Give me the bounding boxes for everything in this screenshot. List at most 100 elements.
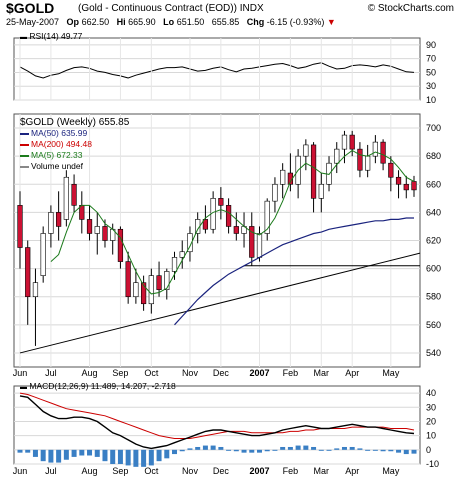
month-label: Mar	[314, 466, 330, 476]
quote-line: 25-May-2007 Op 662.50 Hi 665.90 Lo 651.5…	[6, 17, 336, 27]
macd-histogram-bar	[40, 449, 46, 462]
ma5-line	[50, 149, 415, 295]
macd-histogram-bar	[164, 449, 170, 459]
candle-body	[318, 183, 324, 199]
macd-histogram-bar	[25, 449, 31, 453]
macd-line	[19, 395, 415, 450]
macd-tick-label: 10	[426, 431, 436, 441]
month-label: Dec	[213, 368, 230, 378]
macd-histogram-bar	[48, 449, 54, 463]
rsi-legend-text: RSI(14) 49.77	[29, 31, 83, 41]
month-label: Jul	[45, 368, 57, 378]
macd-histogram-bar	[125, 449, 131, 466]
month-label: Feb	[283, 466, 299, 476]
macd-tick-label: 30	[426, 402, 436, 412]
macd-histogram-bar	[102, 449, 108, 462]
month-label: Jul	[45, 466, 57, 476]
quote-date: 25-May-2007	[6, 17, 60, 27]
macd-histogram-bar	[117, 449, 123, 464]
open-value: 662.50	[81, 17, 110, 27]
macd-histogram-bar	[156, 449, 162, 462]
candle-body	[256, 233, 263, 258]
candle-body	[264, 200, 270, 234]
macd-histogram-bar	[218, 446, 224, 450]
instrument-name: (Gold - Continuous Contract (EOD)) INDX	[78, 3, 264, 14]
legend-ma5: MA(5) 672.33	[20, 150, 129, 161]
candle-body	[202, 219, 209, 230]
volume-text: Volume undef	[31, 161, 83, 171]
chg-label: Chg	[246, 17, 265, 27]
rsi-tick-label: 30	[426, 81, 436, 91]
month-label: Mar	[314, 368, 330, 378]
price-tick-label: 580	[426, 292, 441, 302]
candle-body	[334, 148, 340, 164]
candle-body	[140, 282, 147, 305]
macd-histogram-bar	[133, 449, 139, 467]
macd-legend-text: MACD(12,26,9) 11.489, 14.207, -2.718	[29, 381, 176, 391]
macd-histogram-bar	[372, 449, 378, 451]
candle-body	[86, 219, 93, 234]
candle-body	[272, 183, 278, 202]
candle-body	[17, 205, 23, 248]
ma200-text: MA(200) 494.48	[31, 139, 92, 149]
month-label: 2007	[249, 368, 269, 378]
candle-body	[25, 247, 31, 298]
candle-body	[218, 198, 224, 206]
macd-tick-label: 20	[426, 416, 436, 426]
close-value: 655.85	[211, 17, 240, 27]
candle-body	[156, 275, 162, 290]
ma200-swatch	[20, 143, 29, 146]
month-label: May	[382, 466, 400, 476]
candle-body	[63, 176, 69, 220]
ma5-swatch	[20, 154, 29, 157]
chg-value: -6.15 (-0.93%)	[266, 17, 325, 27]
macd-histogram-bar	[195, 446, 201, 450]
high-label: Hi	[116, 17, 126, 27]
macd-tick-label: 40	[426, 388, 436, 398]
macd-histogram-bar	[357, 448, 363, 450]
price-tick-label: 700	[426, 123, 441, 133]
month-label: Nov	[182, 466, 199, 476]
month-label: Apr	[345, 368, 359, 378]
open-label: Op	[66, 17, 80, 27]
rsi-tick-label: 50	[426, 67, 436, 77]
candle-body	[225, 205, 232, 227]
candle-body	[179, 251, 185, 258]
macd-histogram-bar	[56, 449, 62, 463]
price-title: $GOLD (Weekly) 655.85	[20, 117, 130, 128]
ma5-text: MA(5) 672.33	[31, 150, 83, 160]
month-label: Aug	[82, 368, 98, 378]
legend-ma200: MA(200) 494.48	[20, 139, 129, 150]
price-tick-label: 660	[426, 179, 441, 189]
macd-histogram-bar	[94, 449, 100, 457]
month-label: Sep	[112, 466, 128, 476]
candle-body	[395, 176, 402, 185]
candle-body	[102, 226, 108, 241]
rsi-frame	[13, 37, 421, 101]
high-value: 665.90	[128, 17, 156, 27]
candle-body	[48, 212, 54, 234]
legend-ma50: MA(50) 635.99	[20, 128, 129, 139]
macd-histogram-bar	[295, 445, 301, 450]
low-label: Lo	[163, 17, 175, 27]
ma50-swatch	[20, 132, 29, 135]
candle-body	[388, 162, 394, 178]
macd-histogram-bar	[79, 449, 85, 456]
brand-watermark: © StockCharts.com	[367, 3, 454, 14]
month-label: Dec	[213, 466, 230, 476]
macd-histogram-bar	[249, 449, 255, 453]
month-label: Nov	[182, 368, 199, 378]
macd-histogram-bar	[71, 449, 77, 457]
macd-histogram-bar	[241, 449, 247, 453]
exchange-label: INDX	[239, 3, 264, 14]
macd-histogram-bar	[272, 449, 278, 451]
macd-histogram-bar	[280, 446, 286, 450]
macd-legend-swatch: ▬	[20, 384, 27, 391]
candle-body	[303, 144, 309, 157]
macd-legend: ▬ MACD(12,26,9) 11.489, 14.207, -2.718	[20, 381, 176, 393]
candle-body	[249, 226, 255, 258]
candle-body	[94, 226, 100, 234]
macd-histogram-bar	[63, 449, 69, 460]
month-label: May	[382, 368, 400, 378]
candle-body	[341, 134, 348, 150]
